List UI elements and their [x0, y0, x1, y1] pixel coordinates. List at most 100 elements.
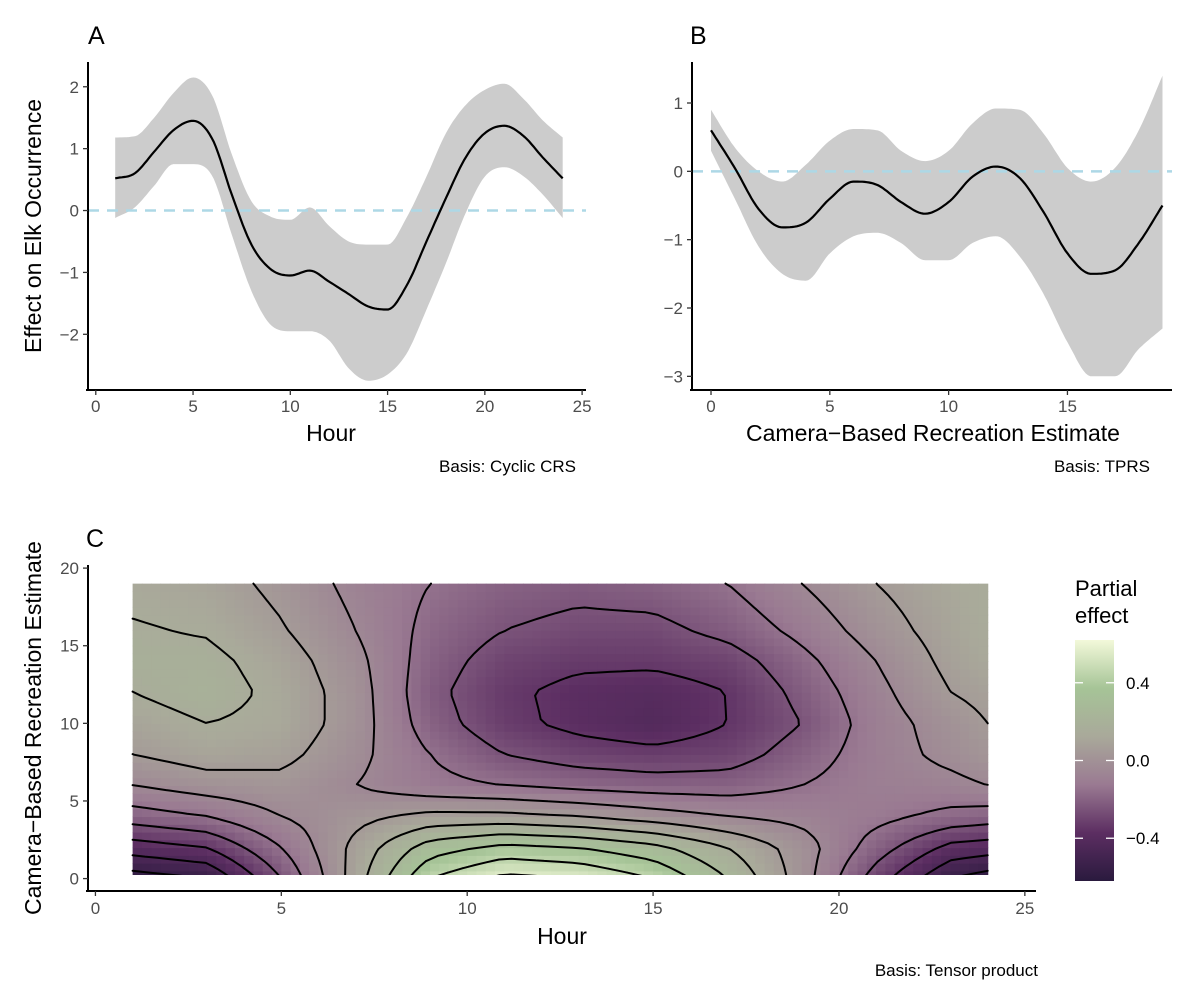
- heatmap-cell: [206, 723, 217, 732]
- heatmap-cell: [550, 606, 561, 616]
- heatmap-cell: [820, 599, 831, 608]
- heatmap-cell: [216, 637, 227, 647]
- heatmap-cell: [708, 707, 719, 717]
- heatmap-cell: [346, 583, 357, 592]
- heatmap-cell: [959, 684, 970, 693]
- heatmap-cell: [597, 754, 608, 763]
- heatmap-cell: [411, 769, 422, 779]
- heatmap-cell: [392, 839, 403, 849]
- heatmap-cell: [588, 847, 598, 856]
- heatmap-cell: [467, 800, 478, 810]
- heatmap-cell: [885, 746, 896, 755]
- heatmap-cell: [485, 839, 496, 849]
- heatmap-cell: [755, 692, 766, 701]
- heatmap-cell: [969, 816, 979, 825]
- heatmap-cell: [457, 661, 468, 670]
- heatmap-cell: [653, 684, 663, 693]
- heatmap-cell: [234, 684, 245, 693]
- heatmap-cell: [374, 754, 385, 763]
- heatmap-cell: [922, 653, 933, 662]
- heatmap-cell: [262, 630, 273, 639]
- heatmap-cell: [262, 599, 273, 608]
- heatmap-cell: [522, 653, 533, 662]
- heatmap-cell: [950, 723, 961, 732]
- heatmap-cell: [532, 746, 543, 755]
- heatmap-cell: [346, 599, 357, 608]
- heatmap-cell: [495, 630, 505, 639]
- heatmap-cell: [132, 669, 143, 678]
- heatmap-cell: [699, 863, 710, 872]
- heatmap-cell: [969, 723, 979, 732]
- heatmap-cell: [876, 653, 887, 662]
- heatmap-cell: [662, 692, 673, 701]
- heatmap-cell: [643, 723, 654, 732]
- heatmap-cell: [513, 762, 524, 771]
- heatmap-cell: [151, 599, 162, 608]
- heatmap-cell: [969, 808, 979, 818]
- heatmap-cell: [179, 715, 189, 724]
- heatmap-cell: [894, 614, 905, 624]
- heatmap-cell: [848, 669, 859, 678]
- heatmap-cell: [188, 707, 199, 717]
- heatmap-cell: [392, 684, 403, 693]
- heatmap-cell: [838, 808, 849, 818]
- heatmap-cell: [541, 777, 552, 787]
- heatmap-cell: [894, 606, 905, 616]
- panel-c-heatmap: [132, 583, 989, 875]
- heatmap-cell: [866, 808, 877, 818]
- heatmap-cell: [746, 630, 756, 639]
- heatmap-cell: [876, 754, 887, 763]
- heatmap-cell: [337, 637, 347, 647]
- heatmap-cell: [439, 630, 450, 639]
- heatmap-cell: [755, 832, 766, 841]
- heatmap-cell: [439, 637, 450, 647]
- heatmap-cell: [504, 583, 515, 592]
- heatmap-cell: [457, 777, 468, 787]
- heatmap-cell: [708, 661, 719, 670]
- heatmap-cell: [922, 630, 933, 639]
- panel-a-y-tick-label: −2: [60, 325, 79, 344]
- heatmap-cell: [913, 870, 924, 875]
- heatmap-cell: [504, 684, 515, 693]
- heatmap-cell: [569, 738, 580, 748]
- heatmap-cell: [457, 692, 468, 701]
- heatmap-cell: [625, 669, 636, 678]
- heatmap-cell: [764, 870, 775, 875]
- heatmap-cell: [206, 832, 217, 841]
- heatmap-cell: [234, 793, 245, 802]
- heatmap-cell: [764, 800, 775, 810]
- heatmap-cell: [309, 606, 320, 616]
- heatmap-cell: [467, 777, 478, 787]
- heatmap-cell: [708, 746, 719, 755]
- heatmap-cell: [727, 738, 738, 748]
- heatmap-cell: [532, 707, 543, 717]
- heatmap-cell: [216, 723, 227, 732]
- heatmap-cell: [904, 863, 914, 872]
- heatmap-cell: [420, 614, 431, 624]
- heatmap-cell: [671, 599, 682, 608]
- heatmap-cell: [318, 661, 329, 670]
- heatmap-cell: [513, 700, 524, 709]
- heatmap-cell: [653, 800, 663, 810]
- panel-c-y-tick-label: 15: [60, 637, 79, 656]
- heatmap-cell: [141, 731, 152, 740]
- heatmap-cell: [151, 824, 162, 833]
- heatmap-cell: [299, 738, 310, 748]
- heatmap-cell: [792, 707, 803, 717]
- heatmap-cell: [820, 777, 831, 787]
- panel-b-y-tick-label: −1: [664, 231, 683, 250]
- heatmap-cell: [857, 614, 868, 624]
- heatmap-cell: [457, 723, 468, 732]
- heatmap-cell: [838, 653, 849, 662]
- heatmap-cell: [513, 793, 524, 802]
- heatmap-cell: [337, 707, 347, 717]
- heatmap-cell: [513, 591, 524, 600]
- heatmap-cell: [588, 723, 598, 732]
- heatmap-cell: [485, 832, 496, 841]
- heatmap-cell: [727, 832, 738, 841]
- heatmap-cell: [197, 738, 208, 748]
- heatmap-cell: [337, 661, 347, 670]
- heatmap-cell: [569, 645, 580, 655]
- heatmap-cell: [141, 599, 152, 608]
- heatmap-cell: [792, 762, 803, 771]
